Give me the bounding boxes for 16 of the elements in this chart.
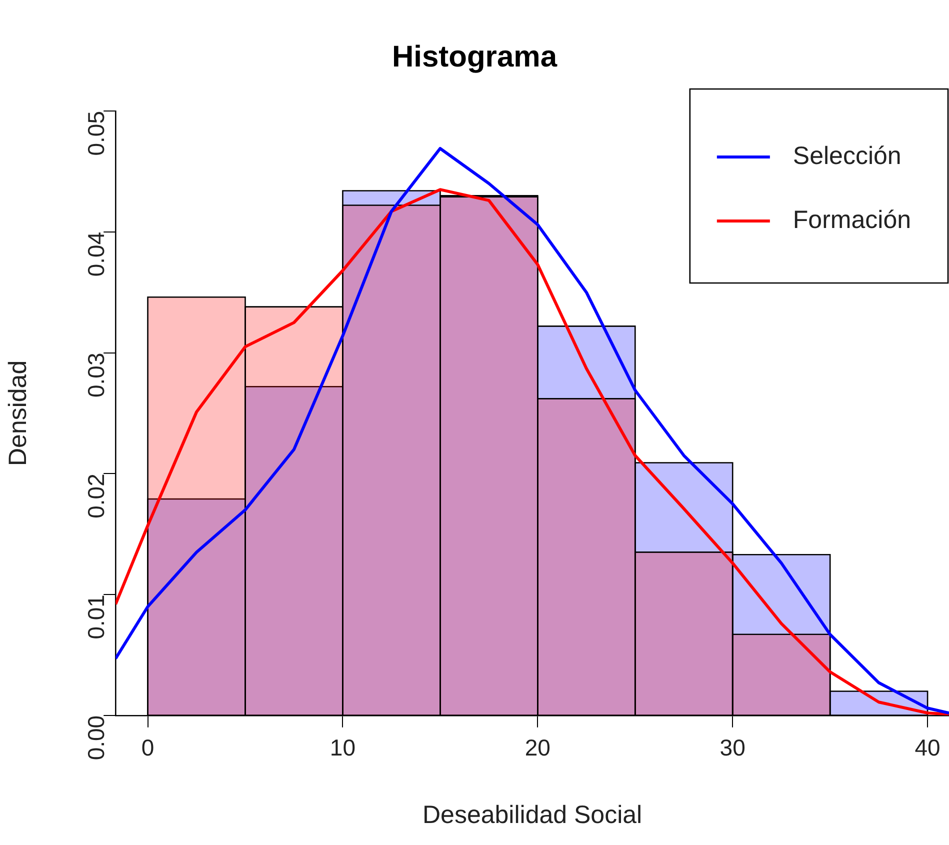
y-tick-label: 0.02 [82,474,109,518]
y-tick-label: 0.04 [82,232,109,277]
legend-label: Selección [792,142,902,170]
y-tick-label: 0.01 [82,594,109,640]
legend-label: Formación [792,206,912,234]
y-tick-label: 0.03 [82,352,109,398]
x-tick-label: 30 [720,734,746,761]
x-tick-label: 10 [330,734,356,761]
x-tick-label: 40 [914,734,940,761]
x-tick-label: 0 [141,734,154,761]
chart-title: Histograma [392,40,558,74]
y-axis-title: Densidad [4,360,32,466]
x-axis-title: Deseabilidad Social [422,800,642,829]
x-tick-label: 20 [524,734,550,761]
y-tick-label: 0.05 [82,111,109,156]
y-tick-label: 0.00 [82,715,109,760]
